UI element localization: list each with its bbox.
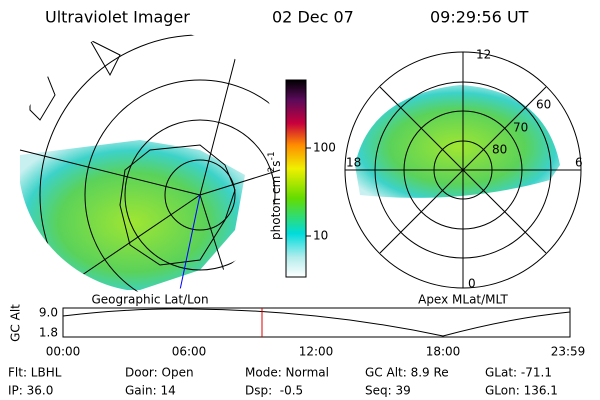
polar-grid xyxy=(344,51,582,289)
footer-field: GLon: 136.1 xyxy=(485,384,558,398)
timeline-xtick: 12:00 xyxy=(299,345,334,359)
altitude-curve xyxy=(62,308,571,337)
footer-field: Gain: 14 xyxy=(125,384,176,398)
timeline-xtick: 06:00 xyxy=(172,345,207,359)
timeline-ylabel: GC Alt xyxy=(9,304,23,342)
footer-field: Seq: 39 xyxy=(365,384,411,398)
mlt-label: 0 xyxy=(468,277,476,291)
colorbar-tick: 100 xyxy=(313,141,336,155)
timeline-ytick: 9.0 xyxy=(39,306,58,320)
timeline-xtick: 18:00 xyxy=(426,345,461,359)
mlat-label: 80 xyxy=(492,143,507,157)
timeline-box xyxy=(62,307,571,338)
footer-field: GLat: -71.1 xyxy=(485,366,552,380)
mlat-label: 60 xyxy=(536,98,551,112)
colorbar xyxy=(285,79,307,278)
footer-field: Flt: LBHL xyxy=(8,366,62,380)
mlt-label: 18 xyxy=(346,156,361,170)
title: Ultraviolet Imager xyxy=(45,8,190,27)
footer-field: Mode: Normal xyxy=(245,366,329,380)
footer-field: IP: 36.0 xyxy=(8,384,53,398)
timeline-xtick: 23:59 xyxy=(551,345,586,359)
geo-map xyxy=(18,28,282,292)
footer-field: Dsp: -0.5 xyxy=(245,384,303,398)
footer-field: GC Alt: 8.9 Re xyxy=(365,366,449,380)
mlt-label: 12 xyxy=(476,48,491,62)
right-caption: Apex MLat/MLT xyxy=(418,293,508,307)
left-caption: Geographic Lat/Lon xyxy=(91,293,208,307)
time: 09:29:56 UT xyxy=(430,8,529,27)
timeline-xtick: 00:00 xyxy=(46,345,81,359)
date: 02 Dec 07 xyxy=(272,8,354,27)
footer-field: Door: Open xyxy=(125,366,194,380)
footer: Flt: LBHL Door: Open Mode: Normal GC Alt: 8… xyxy=(8,366,558,398)
mlt-label: 6 xyxy=(575,156,583,170)
mlat-label: 70 xyxy=(513,121,528,135)
timeline-ytick: 1.8 xyxy=(39,326,58,340)
colorbar-label: photon cm-2s-1 xyxy=(267,151,283,240)
colorbar-tick: 10 xyxy=(313,229,328,243)
